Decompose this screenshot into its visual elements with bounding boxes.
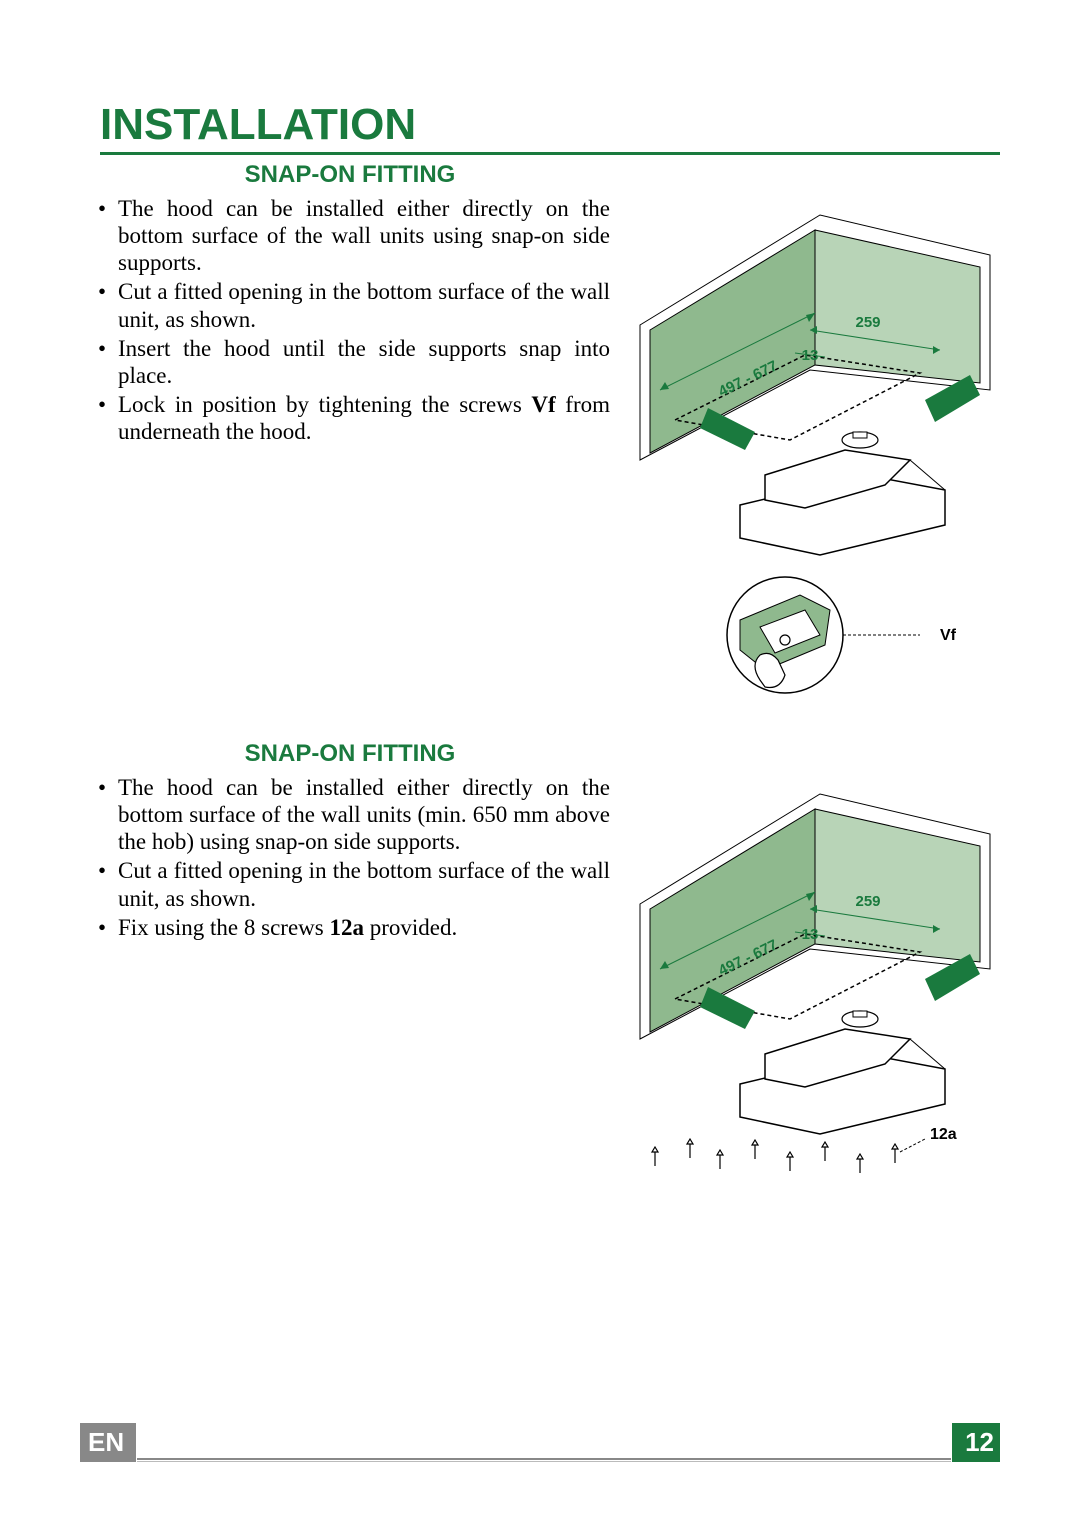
section1-heading: SNAP-ON FITTING (80, 161, 620, 189)
section2-bullets: The hood can be installed either directl… (80, 774, 610, 941)
section1-bullets: The hood can be installed either directl… (80, 195, 610, 445)
page-title: INSTALLATION (100, 100, 1000, 155)
cabinet-diagram-vf: 259 13 497 - 677 (620, 195, 1000, 705)
dim-259: 259 (855, 314, 880, 331)
label-vf: Vf (940, 627, 957, 644)
page-content: INSTALLATION SNAP-ON FITTING The hood ca… (0, 0, 1080, 1209)
bullet-item: Cut a fitted opening in the bottom surfa… (98, 857, 610, 911)
bullet-item: Insert the hood until the side supports … (98, 335, 610, 389)
section2-heading: SNAP-ON FITTING (80, 740, 620, 768)
bullet-item: Fix using the 8 screws 12a provided. (98, 914, 610, 941)
section2-text: The hood can be installed either directl… (80, 774, 620, 1209)
bullet-item: Lock in position by tightening the screw… (98, 391, 610, 445)
footer-rule (137, 1458, 951, 1460)
label-12a: 12a (930, 1126, 957, 1143)
section1-diagram: 259 13 497 - 677 (620, 195, 1000, 710)
section1: The hood can be installed either directl… (80, 195, 1000, 710)
bullet-item: The hood can be installed either directl… (98, 195, 610, 276)
section2-diagram: 259 13 497 - 677 (620, 774, 1000, 1209)
footer-page-number: 12 (952, 1423, 1000, 1462)
footer-language: EN (80, 1423, 136, 1462)
bullet-item: Cut a fitted opening in the bottom surfa… (98, 278, 610, 332)
cabinet-diagram-12a: 259 13 497 - 677 (620, 774, 1000, 1204)
section2: The hood can be installed either directl… (80, 774, 1000, 1209)
dim-259: 259 (855, 893, 880, 910)
page-footer: EN 12 (80, 1422, 1000, 1462)
section1-text: The hood can be installed either directl… (80, 195, 620, 710)
bullet-item: The hood can be installed either directl… (98, 774, 610, 855)
